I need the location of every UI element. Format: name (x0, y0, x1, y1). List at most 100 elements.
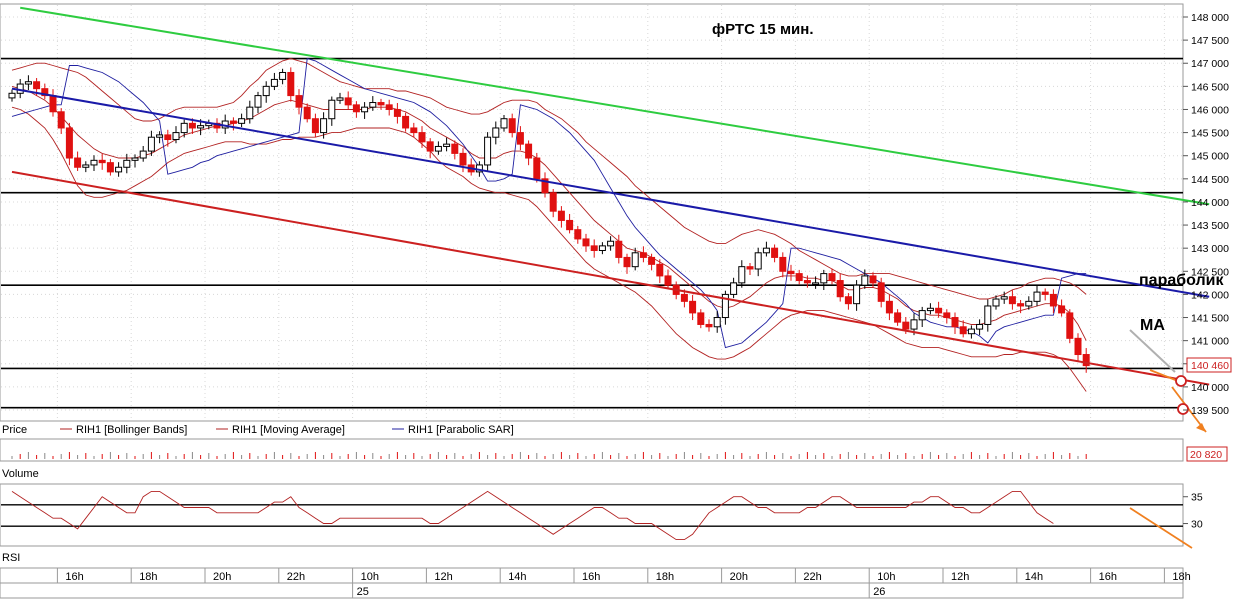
trend-line-0 (20, 6, 1210, 206)
time-label-4: 10h (361, 571, 379, 583)
candle-body-46 (385, 104, 393, 110)
candle-body-8 (74, 157, 82, 168)
price-tick-label-5: 145 500 (1191, 128, 1229, 140)
volume-value-box (1186, 446, 1228, 462)
price-tick-label-8: 144 000 (1191, 197, 1229, 209)
candle-body-29 (246, 106, 254, 120)
trend-line-1 (11, 87, 1210, 298)
candle-body-95 (787, 270, 795, 275)
candle-body-71 (590, 245, 598, 251)
candle-body-70 (582, 238, 590, 247)
candle-body-53 (443, 143, 451, 147)
candle-body-48 (402, 115, 410, 129)
candle-body-32 (270, 78, 278, 87)
price-tick-label-0: 148 000 (1191, 12, 1229, 24)
time-label-13: 14h (1025, 571, 1043, 583)
candle-body-15 (131, 157, 139, 161)
candle-body-40 (336, 97, 344, 101)
candle-body-37 (311, 118, 319, 134)
date-label-1: 26 (873, 586, 885, 598)
candle-body-5 (49, 95, 57, 113)
candle-body-76 (631, 252, 639, 268)
trend-line-2 (11, 170, 1210, 386)
volume-value-label: 20 820 (1190, 449, 1222, 461)
candle-body-20 (172, 132, 180, 141)
candle-body-80 (664, 275, 672, 286)
indicator-lines (11, 58, 1087, 392)
candle-body-14 (123, 159, 131, 168)
candle-body-105 (869, 275, 877, 284)
time-label-0: 16h (65, 571, 83, 583)
candle-body-116 (959, 326, 967, 335)
price-tick-label-2: 147 000 (1191, 58, 1229, 70)
price-plot-area (0, 3, 1184, 422)
candle-body-122 (1008, 296, 1016, 305)
candle-body-73 (607, 240, 615, 247)
candle-body-21 (180, 122, 188, 134)
candle-body-59 (492, 127, 500, 138)
volume-panel (0, 438, 1184, 462)
price-tick-label-11: 142 500 (1191, 266, 1229, 278)
legend-ma: RIH1 [Moving Average] (232, 424, 345, 436)
candle-body-93 (771, 247, 779, 258)
candle-body-131 (1082, 354, 1090, 367)
bollinger-lower-line (11, 106, 1087, 392)
time-label-1: 18h (139, 571, 157, 583)
bollinger-upper-line (11, 58, 1087, 300)
candle-body-51 (426, 141, 434, 152)
candle-body-115 (951, 317, 959, 328)
candle-body-4 (41, 88, 49, 97)
candle-body-43 (361, 106, 369, 113)
parabolic-sar-line (11, 58, 1087, 349)
candle-body-63 (525, 143, 533, 159)
time-label-14: 16h (1099, 571, 1117, 583)
candle-body-61 (508, 118, 516, 134)
candle-body-66 (549, 192, 557, 212)
price-tick-label-4: 146 000 (1191, 104, 1229, 116)
candle-body-36 (303, 106, 311, 120)
candle-body-60 (500, 118, 508, 129)
candle-body-100 (828, 273, 836, 282)
candle-body-108 (894, 312, 902, 323)
candle-body-10 (90, 159, 98, 166)
candle-body-109 (902, 321, 910, 330)
candle-body-64 (533, 157, 541, 180)
rsi-tick-label-0: 35 (1191, 492, 1203, 504)
candle-body-17 (147, 136, 155, 152)
candle-body-69 (574, 229, 582, 240)
time-label-11: 10h (877, 571, 895, 583)
candle-body-123 (1017, 303, 1025, 307)
candle-body-121 (1000, 296, 1008, 300)
candle-body-47 (393, 108, 401, 117)
legend: Price RIH1 [Bollinger Bands] RIH1 [Movin… (2, 424, 514, 436)
candle-body-94 (779, 256, 787, 272)
time-axis-labels: 16h 18h 20h 22h 10h 12h 14h 16h 18h 20h 22h 10h 12h 1… (56, 568, 1191, 598)
candle-body-129 (1066, 312, 1074, 339)
price-tick-label-6: 145 000 (1191, 151, 1229, 163)
candle-body-89 (738, 266, 746, 284)
last-price-label: 140 460 (1191, 360, 1229, 372)
candle-body-107 (885, 300, 893, 314)
candle-body-98 (812, 282, 820, 285)
candle-body-62 (516, 132, 524, 145)
candle-body-79 (656, 263, 664, 277)
candle-body-125 (1033, 291, 1041, 302)
candle-body-84 (697, 312, 705, 325)
time-label-10: 22h (803, 571, 821, 583)
ma-projection-line (1129, 329, 1176, 373)
candle-body-3 (33, 81, 41, 90)
candle-body-88 (730, 282, 738, 295)
candle-body-23 (197, 125, 205, 129)
candle-body-54 (451, 143, 459, 154)
candle-body-6 (57, 111, 65, 129)
legend-bollinger: RIH1 [Bollinger Bands] (76, 424, 187, 436)
target-marker-1 (1175, 375, 1187, 387)
price-gridlines (1, 16, 1183, 411)
price-tick-label-12: 142 000 (1191, 289, 1229, 301)
candle-body-126 (1041, 291, 1049, 295)
candle-body-97 (803, 280, 811, 284)
candles (8, 67, 1090, 373)
time-label-12: 12h (951, 571, 969, 583)
price-axis: 148 000 147 500 147 000 146 500 146 000 145 5… (1183, 12, 1229, 417)
candle-body-112 (926, 307, 934, 312)
